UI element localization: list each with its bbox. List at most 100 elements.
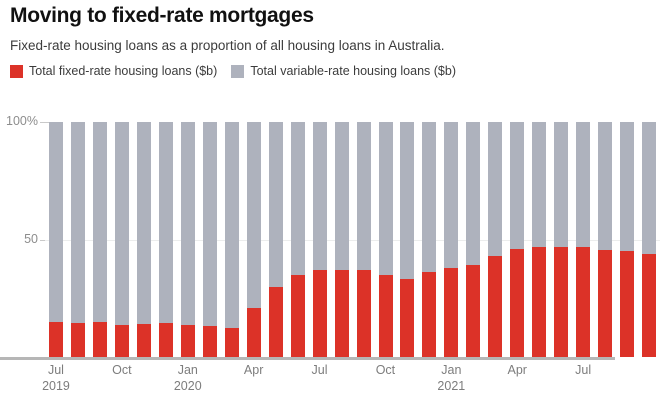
bar-segment-variable-rate[interactable] — [70, 122, 85, 323]
bar-segment-fixed-rate[interactable] — [620, 251, 635, 357]
bar-segment-variable-rate[interactable] — [510, 122, 525, 249]
bar-slot[interactable] — [287, 122, 309, 357]
bar-segment-variable-rate[interactable] — [576, 122, 591, 247]
bar-segment-fixed-rate[interactable] — [312, 270, 327, 357]
bar-segment-variable-rate[interactable] — [334, 122, 349, 271]
stacked-bar[interactable] — [620, 122, 635, 357]
bar-slot[interactable] — [550, 122, 572, 357]
stacked-bar[interactable] — [268, 122, 283, 357]
bar-segment-variable-rate[interactable] — [422, 122, 437, 273]
bar-segment-variable-rate[interactable] — [444, 122, 459, 268]
bar-segment-fixed-rate[interactable] — [554, 246, 569, 357]
bar-slot[interactable] — [155, 122, 177, 357]
bar-segment-variable-rate[interactable] — [400, 122, 415, 280]
bar-slot[interactable] — [572, 122, 594, 357]
bar-slot[interactable] — [89, 122, 111, 357]
bar-slot[interactable] — [353, 122, 375, 357]
bar-slot[interactable] — [638, 122, 660, 357]
stacked-bar[interactable] — [488, 122, 503, 357]
bar-segment-fixed-rate[interactable] — [488, 255, 503, 357]
bar-segment-variable-rate[interactable] — [246, 122, 261, 308]
stacked-bar[interactable] — [598, 122, 613, 357]
bar-slot[interactable] — [199, 122, 221, 357]
bar-segment-variable-rate[interactable] — [268, 122, 283, 287]
bar-slot[interactable] — [111, 122, 133, 357]
stacked-bar[interactable] — [378, 122, 393, 357]
bar-slot[interactable] — [616, 122, 638, 357]
stacked-bar[interactable] — [532, 122, 547, 357]
bar-segment-variable-rate[interactable] — [202, 122, 217, 327]
bar-segment-fixed-rate[interactable] — [598, 250, 613, 357]
bar-segment-variable-rate[interactable] — [114, 122, 129, 326]
stacked-bar[interactable] — [312, 122, 327, 357]
stacked-bar[interactable] — [70, 122, 85, 357]
bar-segment-fixed-rate[interactable] — [532, 246, 547, 357]
bar-slot[interactable] — [177, 122, 199, 357]
stacked-bar[interactable] — [158, 122, 173, 357]
bar-segment-variable-rate[interactable] — [466, 122, 481, 266]
stacked-bar[interactable] — [246, 122, 261, 357]
bar-slot[interactable] — [375, 122, 397, 357]
bar-segment-variable-rate[interactable] — [532, 122, 547, 247]
bar-segment-fixed-rate[interactable] — [224, 327, 239, 357]
bar-slot[interactable] — [440, 122, 462, 357]
bar-slot[interactable] — [418, 122, 440, 357]
bar-segment-fixed-rate[interactable] — [642, 253, 657, 357]
bar-slot[interactable] — [484, 122, 506, 357]
bar-segment-fixed-rate[interactable] — [202, 326, 217, 357]
bar-segment-variable-rate[interactable] — [224, 122, 239, 328]
bar-slot[interactable] — [265, 122, 287, 357]
legend-item-variable-rate[interactable]: Total variable-rate housing loans ($b) — [231, 64, 456, 78]
stacked-bar[interactable] — [180, 122, 195, 357]
bar-slot[interactable] — [462, 122, 484, 357]
stacked-bar[interactable] — [554, 122, 569, 357]
stacked-bar[interactable] — [224, 122, 239, 357]
bar-segment-variable-rate[interactable] — [488, 122, 503, 256]
bar-slot[interactable] — [309, 122, 331, 357]
bar-segment-fixed-rate[interactable] — [444, 267, 459, 357]
bar-slot[interactable] — [221, 122, 243, 357]
bar-segment-fixed-rate[interactable] — [378, 274, 393, 357]
stacked-bar[interactable] — [576, 122, 591, 357]
stacked-bar[interactable] — [334, 122, 349, 357]
stacked-bar[interactable] — [48, 122, 63, 357]
bar-segment-variable-rate[interactable] — [136, 122, 151, 325]
bar-segment-variable-rate[interactable] — [158, 122, 173, 323]
stacked-bar[interactable] — [466, 122, 481, 357]
bar-segment-fixed-rate[interactable] — [356, 270, 371, 357]
stacked-bar[interactable] — [642, 122, 657, 357]
stacked-bar[interactable] — [290, 122, 305, 357]
bar-slot[interactable] — [133, 122, 155, 357]
bar-segment-fixed-rate[interactable] — [510, 248, 525, 357]
bar-slot[interactable] — [67, 122, 89, 357]
bar-slot[interactable] — [528, 122, 550, 357]
bar-slot[interactable] — [331, 122, 353, 357]
bar-segment-variable-rate[interactable] — [92, 122, 107, 322]
bar-slot[interactable] — [243, 122, 265, 357]
stacked-bar[interactable] — [202, 122, 217, 357]
bar-segment-fixed-rate[interactable] — [180, 325, 195, 357]
bar-segment-fixed-rate[interactable] — [268, 286, 283, 357]
bar-segment-fixed-rate[interactable] — [70, 322, 85, 357]
stacked-bar[interactable] — [400, 122, 415, 357]
bar-segment-fixed-rate[interactable] — [576, 246, 591, 357]
stacked-bar[interactable] — [136, 122, 151, 357]
bar-segment-variable-rate[interactable] — [290, 122, 305, 275]
stacked-bar[interactable] — [510, 122, 525, 357]
bar-segment-fixed-rate[interactable] — [422, 272, 437, 357]
bar-slot[interactable] — [45, 122, 67, 357]
bar-segment-variable-rate[interactable] — [356, 122, 371, 271]
stacked-bar[interactable] — [422, 122, 437, 357]
bar-slot[interactable] — [506, 122, 528, 357]
bar-segment-fixed-rate[interactable] — [48, 321, 63, 357]
bar-segment-variable-rate[interactable] — [48, 122, 63, 322]
bar-segment-fixed-rate[interactable] — [334, 270, 349, 357]
bar-segment-variable-rate[interactable] — [598, 122, 613, 251]
stacked-bar[interactable] — [444, 122, 459, 357]
bar-segment-variable-rate[interactable] — [620, 122, 635, 252]
bar-segment-fixed-rate[interactable] — [136, 324, 151, 357]
bar-segment-variable-rate[interactable] — [554, 122, 569, 247]
bar-segment-fixed-rate[interactable] — [466, 265, 481, 357]
bar-slot[interactable] — [594, 122, 616, 357]
bar-segment-fixed-rate[interactable] — [246, 307, 261, 357]
